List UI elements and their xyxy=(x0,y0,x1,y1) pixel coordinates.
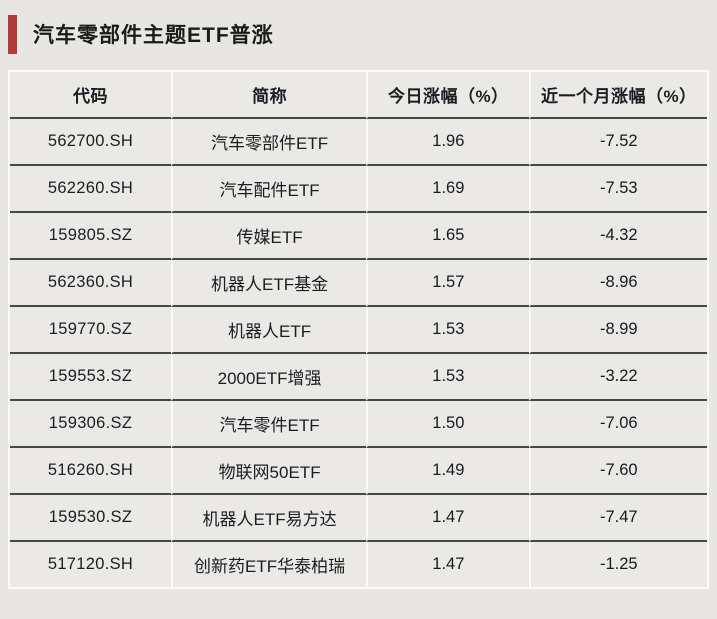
today-change-cell: 1.50 xyxy=(366,401,529,448)
month-change-cell: -4.32 xyxy=(528,213,707,260)
today-change-cell: 1.47 xyxy=(366,495,529,542)
name-cell: 物联网50ETF xyxy=(171,448,367,495)
title-accent-bar xyxy=(8,14,17,54)
table-row: 562700.SH 汽车零部件ETF 1.96 -7.52 xyxy=(10,119,707,166)
today-change-cell: 1.47 xyxy=(366,542,529,587)
month-change-cell: -7.47 xyxy=(528,495,707,542)
table-row: 159530.SZ 机器人ETF易方达 1.47 -7.47 xyxy=(10,495,707,542)
today-change-cell: 1.69 xyxy=(366,166,529,213)
month-change-cell: -8.99 xyxy=(528,307,707,354)
page-title: 汽车零部件主题ETF普涨 xyxy=(33,24,274,47)
month-change-cell: -7.52 xyxy=(528,119,707,166)
code-cell: 562360.SH xyxy=(10,260,171,307)
section-header: 汽车零部件主题ETF普涨 xyxy=(0,0,717,55)
table-row: 516260.SH 物联网50ETF 1.49 -7.60 xyxy=(10,448,707,495)
code-cell: 516260.SH xyxy=(10,448,171,495)
name-cell: 汽车零部件ETF xyxy=(171,119,367,166)
name-cell: 创新药ETF华泰柏瑞 xyxy=(171,542,367,587)
name-cell: 汽车零件ETF xyxy=(171,401,367,448)
column-header: 代码 xyxy=(10,72,171,119)
column-header: 近一个月涨幅（%） xyxy=(528,72,707,119)
code-cell: 159306.SZ xyxy=(10,401,171,448)
table-header-row: 代码 简称 今日涨幅（%） 近一个月涨幅（%） xyxy=(10,72,707,119)
table-row: 517120.SH 创新药ETF华泰柏瑞 1.47 -1.25 xyxy=(10,542,707,587)
table-row: 159306.SZ 汽车零件ETF 1.50 -7.06 xyxy=(10,401,707,448)
table-body: 562700.SH 汽车零部件ETF 1.96 -7.52 562260.SH 汽车配件E… xyxy=(10,119,707,587)
etf-table: 代码 简称 今日涨幅（%） 近一个月涨幅（%） 562700.SH 汽车零部件ETF 1.… xyxy=(8,70,709,589)
table-row: 562360.SH 机器人ETF基金 1.57 -8.96 xyxy=(10,260,707,307)
table-row: 159805.SZ 传媒ETF 1.65 -4.32 xyxy=(10,213,707,260)
month-change-cell: -3.22 xyxy=(528,354,707,401)
today-change-cell: 1.65 xyxy=(366,213,529,260)
table-row: 159770.SZ 机器人ETF 1.53 -8.99 xyxy=(10,307,707,354)
name-cell: 机器人ETF基金 xyxy=(171,260,367,307)
table-row: 562260.SH 汽车配件ETF 1.69 -7.53 xyxy=(10,166,707,213)
code-cell: 562260.SH xyxy=(10,166,171,213)
code-cell: 159530.SZ xyxy=(10,495,171,542)
month-change-cell: -8.96 xyxy=(528,260,707,307)
table-row: 159553.SZ 2000ETF增强 1.53 -3.22 xyxy=(10,354,707,401)
code-cell: 517120.SH xyxy=(10,542,171,587)
name-cell: 传媒ETF xyxy=(171,213,367,260)
code-cell: 159553.SZ xyxy=(10,354,171,401)
month-change-cell: -7.60 xyxy=(528,448,707,495)
month-change-cell: -7.06 xyxy=(528,401,707,448)
today-change-cell: 1.57 xyxy=(366,260,529,307)
name-cell: 机器人ETF易方达 xyxy=(171,495,367,542)
name-cell: 汽车配件ETF xyxy=(171,166,367,213)
column-header: 今日涨幅（%） xyxy=(366,72,529,119)
name-cell: 机器人ETF xyxy=(171,307,367,354)
column-header: 简称 xyxy=(171,72,367,119)
month-change-cell: -7.53 xyxy=(528,166,707,213)
code-cell: 159770.SZ xyxy=(10,307,171,354)
code-cell: 159805.SZ xyxy=(10,213,171,260)
today-change-cell: 1.96 xyxy=(366,119,529,166)
today-change-cell: 1.53 xyxy=(366,354,529,401)
today-change-cell: 1.53 xyxy=(366,307,529,354)
month-change-cell: -1.25 xyxy=(528,542,707,587)
code-cell: 562700.SH xyxy=(10,119,171,166)
today-change-cell: 1.49 xyxy=(366,448,529,495)
name-cell: 2000ETF增强 xyxy=(171,354,367,401)
